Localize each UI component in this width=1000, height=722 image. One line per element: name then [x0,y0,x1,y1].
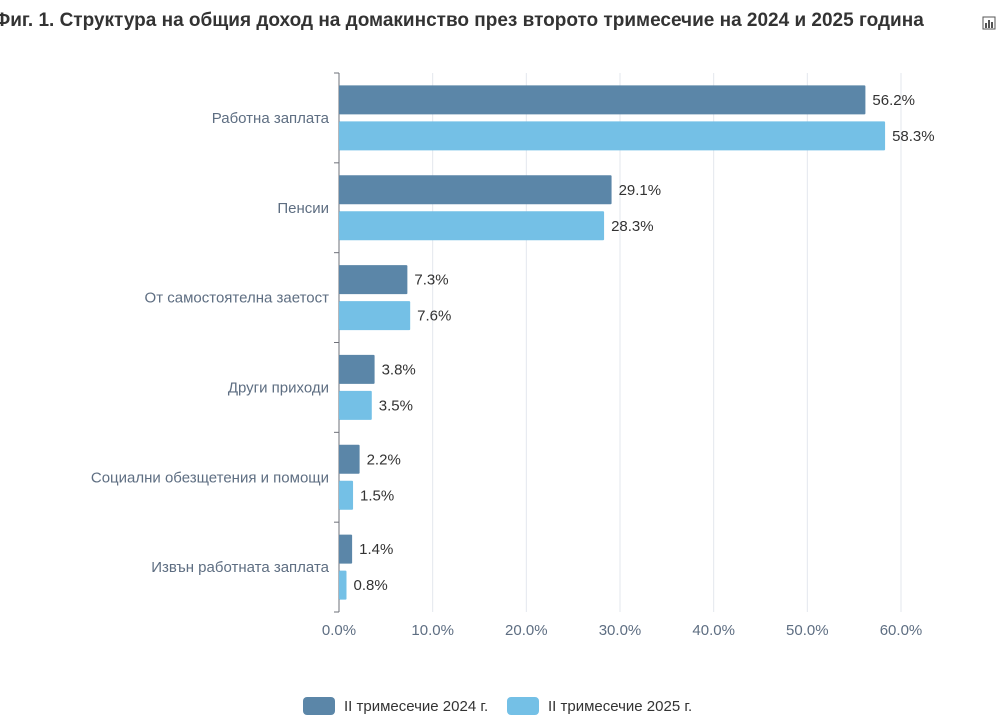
legend-swatch-2025 [507,697,539,715]
legend-item-2024[interactable]: II тримесечие 2024 г. [303,692,488,720]
data-label: 7.3% [414,272,448,289]
legend-label-2024: II тримесечие 2024 г. [344,697,489,715]
bar-2024 [339,444,360,474]
data-label: 28.3% [611,218,654,235]
data-label: 2.2% [367,451,401,468]
x-tick-label: 40.0% [692,622,735,639]
bar-2024 [339,534,353,564]
category-label: Пенсии [277,200,329,217]
bar-2024 [339,85,866,115]
x-tick-label: 50.0% [786,622,829,639]
data-label: 58.3% [892,128,935,145]
data-label: 3.8% [382,361,416,378]
category-label: От самостоятелна заетост [145,290,330,307]
legend-item-2025[interactable]: II тримесечие 2025 г. [507,692,692,720]
bar-2025 [339,480,354,510]
data-label: 1.4% [359,541,393,558]
data-label: 29.1% [619,182,662,199]
chart-title: Фиг. 1. Структура на общия доход на дома… [0,10,924,31]
bar-2025 [339,390,372,420]
category-label: Други приходи [228,379,329,396]
x-tick-label: 60.0% [880,622,923,639]
bar-2025 [339,211,605,241]
data-label: 56.2% [872,92,915,109]
bar-2025 [339,121,886,151]
x-tick-label: 30.0% [599,622,642,639]
x-tick-label: 10.0% [411,622,454,639]
bar-2024 [339,265,408,295]
legend-swatch-2024 [303,697,335,715]
legend-label-2025: II тримесечие 2025 г. [548,697,693,715]
chart-plot-area: Работна заплата Пенсии От самостоятелна за… [91,72,935,639]
chart-legend: II тримесечие 2024 г. II тримесечие 2025… [0,692,1000,720]
category-label: Работна заплата [212,110,330,127]
x-tick-label: 0.0% [322,622,356,639]
category-label: Социални обезщетения и помощи [91,469,329,486]
bar-2024 [339,175,612,205]
bar-2024 [339,354,375,384]
bar-chart-icon[interactable] [982,16,996,30]
x-tick-label: 20.0% [505,622,548,639]
data-label: 1.5% [360,487,394,504]
data-label: 3.5% [379,397,413,414]
data-label: 7.6% [417,308,451,325]
category-label: Извън работната заплата [151,559,329,576]
data-label: 0.8% [353,577,387,594]
bar-2025 [339,570,347,600]
bar-2025 [339,301,411,331]
